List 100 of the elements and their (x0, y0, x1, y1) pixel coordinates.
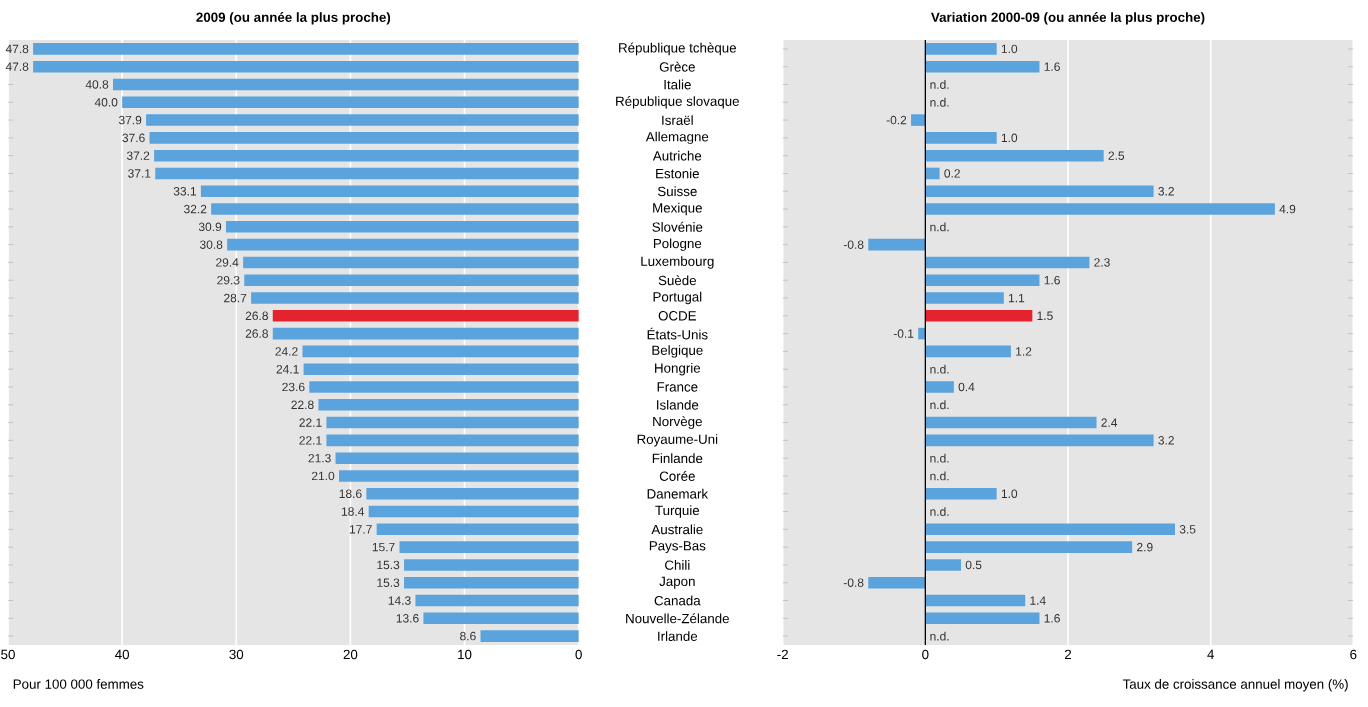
bar (227, 238, 579, 251)
data-label: 1.0 (1001, 489, 1018, 498)
data-label: 1.0 (1001, 133, 1018, 143)
data-label: -0.1 (893, 329, 914, 338)
y-tick-label: Nouvelle-Zélande (626, 613, 729, 624)
data-label: 0.4 (958, 382, 975, 392)
x-tick-label: 4 (1207, 649, 1214, 659)
bar (338, 470, 579, 482)
data-label: 29.4 (216, 258, 239, 267)
bar (146, 114, 579, 126)
y-tick-label: Finlande (652, 453, 703, 464)
bar (376, 523, 579, 536)
bar (335, 452, 579, 464)
bar (368, 505, 579, 518)
bar (925, 381, 954, 393)
y-tick-label: Autriche (652, 150, 702, 161)
x-tick-label: 30 (229, 649, 244, 660)
data-label: 18.6 (339, 489, 362, 498)
bar (399, 541, 579, 553)
y-tick-label: Grèce (659, 61, 695, 72)
bar (925, 416, 1097, 429)
data-label: 40.0 (94, 98, 118, 107)
bar (415, 594, 579, 607)
bar (925, 60, 1040, 73)
text: n.d. (930, 80, 949, 89)
y-tick-label: Irlande (658, 631, 698, 641)
text: n.d. (930, 222, 949, 232)
data-label: 2.4 (1101, 418, 1118, 427)
y-tick-label: Japon (659, 576, 695, 589)
data-label: 14.3 (388, 596, 411, 605)
data-label: -0.2 (886, 115, 907, 125)
bar (302, 345, 579, 358)
data-label: 15.3 (377, 560, 400, 570)
y-tick-label: Pays-Bas (649, 541, 706, 554)
data-label: 26.8 (245, 311, 268, 321)
y-tick-label: Norvège (653, 416, 702, 429)
y-tick-label: Israël (662, 115, 693, 125)
bar (925, 345, 1011, 358)
text: n.d. (930, 631, 949, 641)
data-label: 1.1 (1008, 293, 1025, 303)
data-label: 32.2 (184, 204, 207, 214)
text: n.d. (930, 364, 949, 374)
bar (925, 167, 940, 180)
data-label: 26.8 (245, 329, 268, 338)
bar (326, 434, 579, 447)
bar (155, 167, 579, 180)
data-label: 21.0 (311, 471, 335, 481)
y-tick-label: Canada (654, 595, 701, 606)
bar (251, 292, 579, 304)
data-label: 13.6 (396, 614, 419, 623)
data-label: 30.8 (199, 240, 223, 249)
data-label: 33.1 (173, 187, 197, 196)
data-label: 1.5 (1037, 311, 1053, 320)
chart-title: 2009 (ou année la plus proche) (196, 12, 391, 25)
data-label: 37.2 (126, 151, 150, 160)
data-label: 47.8 (5, 62, 29, 71)
data-label: 3.2 (1158, 436, 1174, 445)
data-label: 2.5 (1108, 151, 1125, 160)
y-tick-label: Belgique (652, 345, 703, 358)
x-tick-label: 6 (1350, 649, 1357, 660)
bar (404, 576, 579, 589)
text: n.d. (930, 400, 949, 410)
data-label: 24.2 (275, 347, 298, 356)
x-tick-label: 0 (922, 649, 929, 660)
bar (243, 256, 579, 269)
y-tick-label: France (657, 382, 698, 392)
y-tick-label: Australie (651, 524, 703, 535)
y-tick-label: Suède (658, 275, 696, 286)
data-label: -0.8 (843, 240, 864, 249)
bar (925, 292, 1004, 304)
y-tick-label: Turquie (655, 505, 700, 518)
bar (33, 43, 579, 55)
x-tick-label: 10 (458, 649, 472, 660)
x-tick-label: -2 (777, 649, 788, 660)
bar (149, 132, 579, 144)
bar (925, 274, 1040, 286)
y-tick-label: République tchèque (619, 42, 736, 56)
y-tick-label: Islande (657, 399, 699, 410)
data-label: 22.8 (291, 400, 314, 410)
bar (925, 487, 997, 500)
y-tick-label: Pologne (653, 238, 702, 251)
x-tick-label: 40 (115, 649, 130, 660)
y-tick-label: Mexique (653, 202, 702, 216)
data-label: 24.1 (276, 364, 299, 374)
data-label: 37.9 (118, 115, 142, 125)
data-label: 40.8 (85, 80, 109, 89)
y-tick-label: Danemark (647, 488, 709, 499)
data-label: 1.6 (1044, 275, 1060, 285)
y-tick-label: Allemagne (645, 131, 709, 145)
x-tick-label: 20 (343, 649, 358, 660)
y-tick-label: Royaume-Uni (637, 434, 718, 447)
bar (925, 612, 1040, 625)
data-label: 17.7 (349, 525, 372, 534)
text: n.d. (930, 471, 949, 481)
bar (925, 43, 997, 55)
y-tick-label: Chili (665, 560, 690, 570)
data-label: 8.6 (460, 631, 476, 641)
data-label: 29.3 (217, 275, 240, 285)
bar (925, 132, 997, 144)
y-tick-label: Hongrie (655, 362, 701, 376)
